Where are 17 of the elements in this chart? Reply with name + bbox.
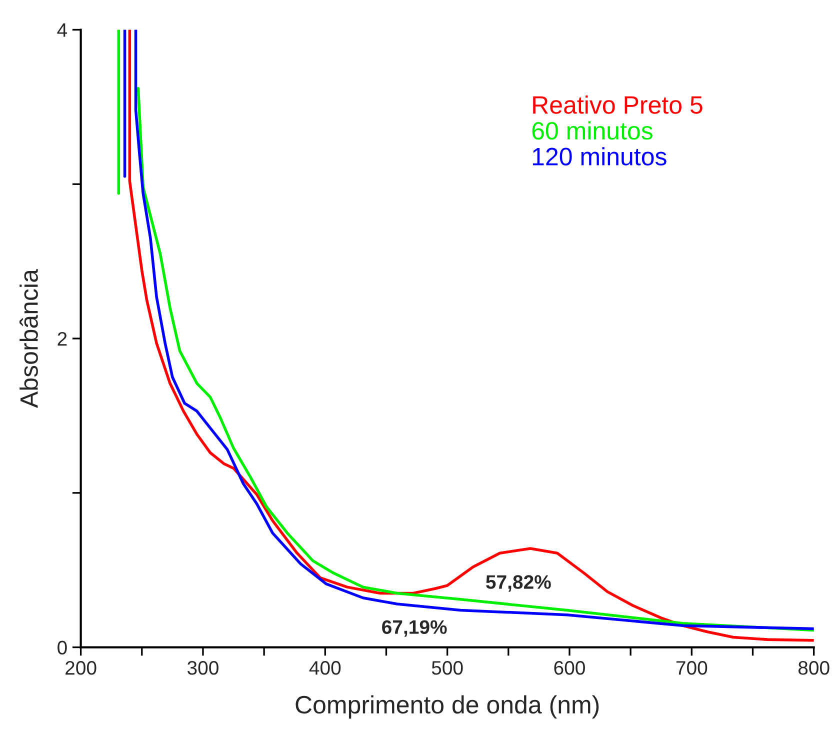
text: 120 minutos bbox=[532, 147, 666, 166]
x-tick-label: 500 bbox=[432, 660, 463, 675]
x-tick-label: 800 bbox=[798, 660, 830, 675]
y-tick-label: 4 bbox=[57, 23, 68, 37]
annotation: 57,82% bbox=[486, 575, 551, 592]
x-tick-label: 600 bbox=[554, 660, 585, 675]
x-tick-label: 300 bbox=[187, 660, 218, 675]
x-tick-label: 400 bbox=[309, 660, 341, 675]
x-tick-label: 700 bbox=[676, 660, 708, 675]
text: Reativo Preto 5 bbox=[533, 95, 702, 114]
y-axis-title: Absorbância bbox=[20, 269, 38, 408]
x-axis-title: Comprimento de onda (nm) bbox=[296, 695, 599, 719]
text: 60 minutos bbox=[532, 121, 652, 140]
y-tick-label: 2 bbox=[58, 332, 67, 346]
y-tick-label: 0 bbox=[58, 640, 67, 655]
x-tick-label: 200 bbox=[66, 660, 96, 675]
annotation: 67,19% bbox=[382, 620, 447, 637]
